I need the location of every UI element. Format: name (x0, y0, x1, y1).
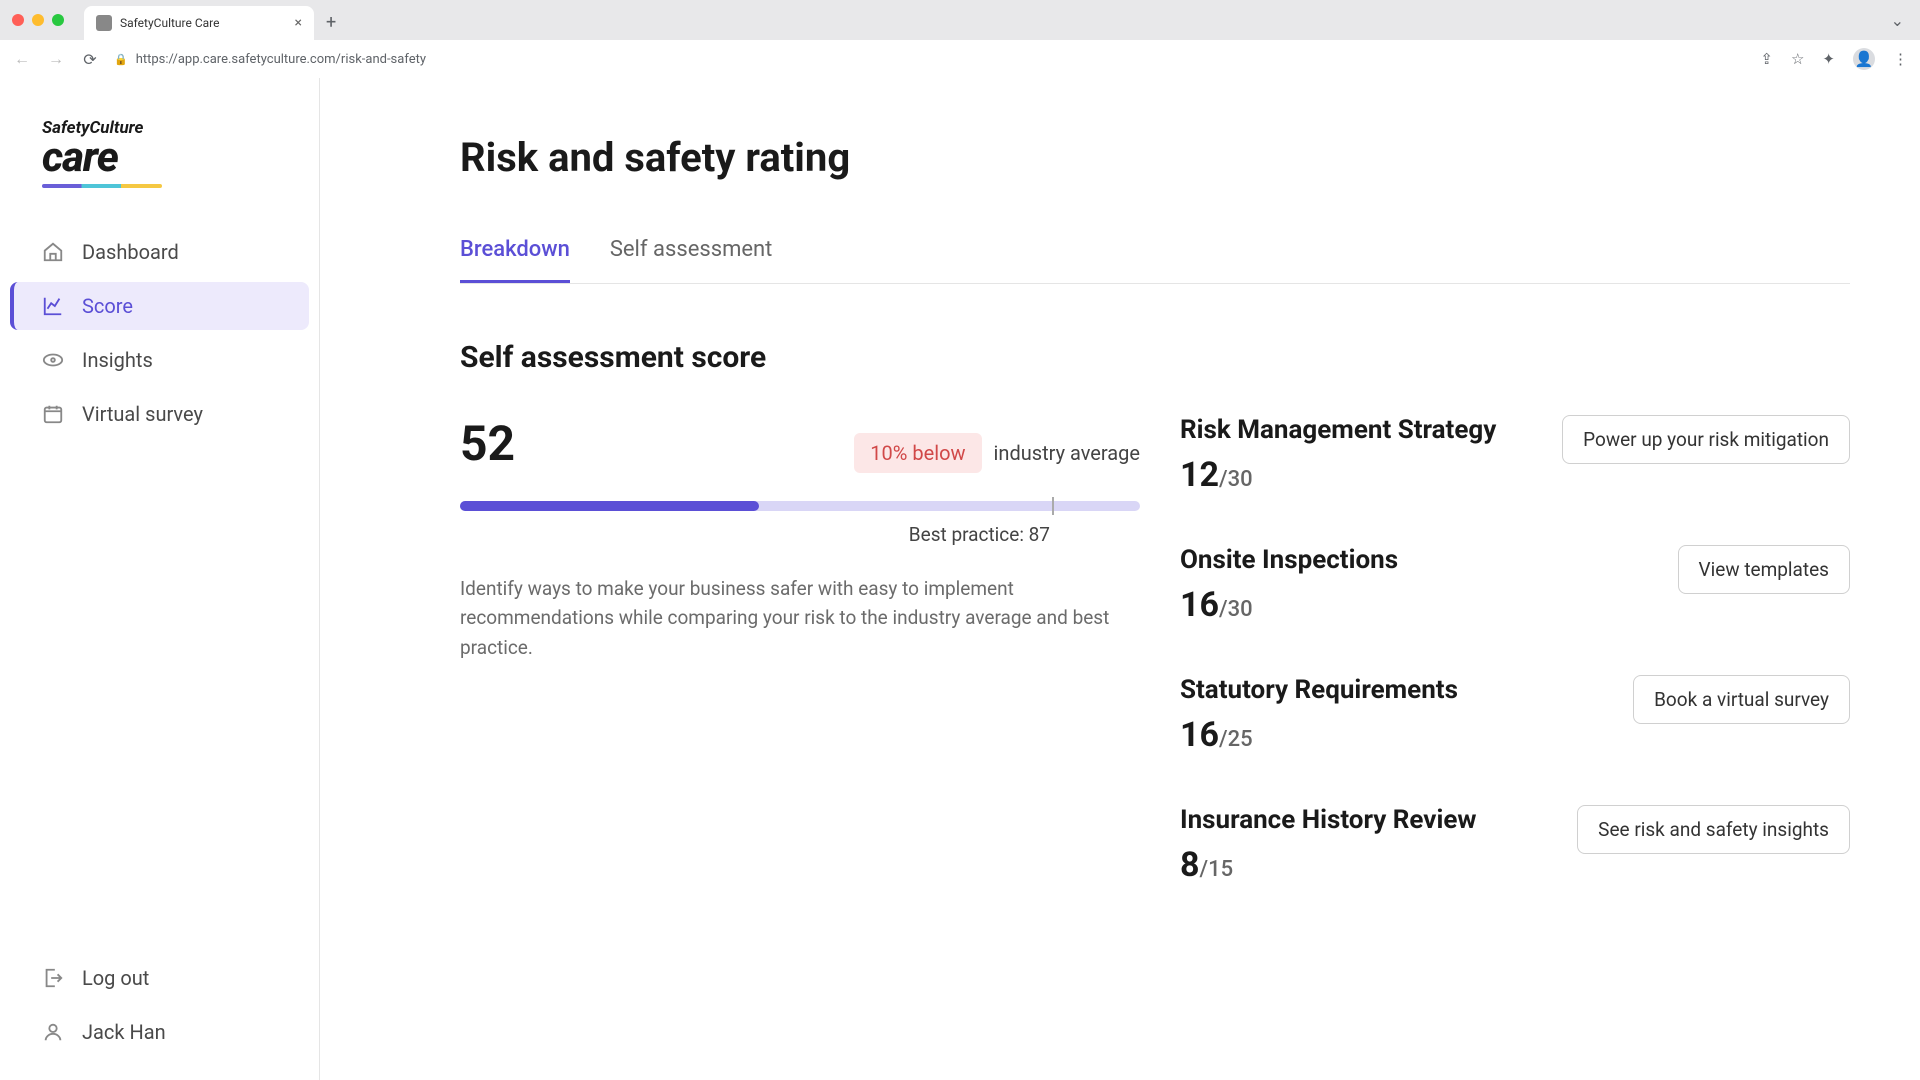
score-value: 52 (460, 415, 515, 472)
chart-icon (42, 295, 64, 317)
new-tab-button[interactable]: + (326, 12, 336, 33)
sidebar-item-label: Insights (82, 348, 153, 372)
sidebar-item-score[interactable]: Score (10, 282, 309, 330)
categories: Risk Management Strategy 12/30 Power up … (1180, 415, 1850, 885)
nav-forward-icon[interactable]: → (46, 49, 66, 69)
score-block: 52 10% below industry average Best pract… (460, 415, 1140, 885)
below-badge: 10% below (854, 433, 981, 473)
best-practice-row: Best practice: 87 (460, 523, 1140, 546)
sidebar-item-dashboard[interactable]: Dashboard (10, 228, 309, 276)
app: SafetyCulture care Dashboard Score (0, 78, 1920, 1080)
kebab-menu-icon[interactable]: ⋮ (1893, 50, 1908, 68)
window-maximize-icon[interactable] (52, 14, 64, 26)
best-practice-marker (1052, 497, 1054, 515)
industry-avg-label: industry average (994, 441, 1140, 465)
logo-underline (42, 184, 162, 188)
sidebar-item-label: Virtual survey (82, 402, 203, 426)
category-max: /15 (1200, 857, 1234, 882)
category-score-row: 16/30 (1180, 585, 1398, 625)
category-info: Risk Management Strategy 12/30 (1180, 415, 1496, 495)
sidebar-item-label: Score (82, 294, 133, 318)
category-risk-management: Risk Management Strategy 12/30 Power up … (1180, 415, 1850, 495)
toolbar-icons: ⇪ ☆ ✦ 👤 ⋮ (1760, 48, 1908, 70)
lock-icon: 🔒 (114, 53, 128, 66)
category-max: /30 (1219, 597, 1253, 622)
eye-icon (42, 349, 64, 371)
score-description: Identify ways to make your business safe… (460, 574, 1140, 662)
favicon-icon (96, 15, 112, 31)
book-survey-button[interactable]: Book a virtual survey (1633, 675, 1850, 724)
extensions-icon[interactable]: ✦ (1822, 50, 1835, 68)
category-score: 16 (1180, 715, 1219, 755)
category-max: /25 (1219, 727, 1253, 752)
progress-fill (460, 501, 759, 511)
nav-list: Dashboard Score Insights Virtual survey (10, 228, 309, 438)
calendar-icon (42, 403, 64, 425)
sidebar-item-label: Dashboard (82, 240, 179, 264)
category-title: Insurance History Review (1180, 805, 1476, 835)
sidebar-item-insights[interactable]: Insights (10, 336, 309, 384)
category-score-row: 12/30 (1180, 455, 1496, 495)
logo: SafetyCulture care (10, 118, 309, 188)
page-title: Risk and safety rating (460, 134, 1850, 181)
nav-reload-icon[interactable]: ⟳ (80, 50, 100, 69)
see-insights-button[interactable]: See risk and safety insights (1577, 805, 1850, 854)
profile-avatar-icon[interactable]: 👤 (1853, 48, 1875, 70)
tab-title: SafetyCulture Care (120, 16, 220, 30)
sidebar-footer: Log out Jack Han (10, 954, 309, 1056)
section-title: Self assessment score (460, 340, 1850, 375)
tab-self-assessment[interactable]: Self assessment (610, 237, 773, 283)
category-info: Insurance History Review 8/15 (1180, 805, 1476, 885)
sidebar: SafetyCulture care Dashboard Score (0, 78, 320, 1080)
tabs: Breakdown Self assessment (460, 237, 1850, 284)
address-bar-row: ← → ⟳ 🔒 https://app.care.safetyculture.c… (0, 40, 1920, 78)
tab-bar: SafetyCulture Care × + ⌄ (0, 0, 1920, 40)
category-score: 8 (1180, 845, 1200, 885)
star-icon[interactable]: ☆ (1791, 50, 1804, 68)
category-title: Statutory Requirements (1180, 675, 1458, 705)
browser-chrome: SafetyCulture Care × + ⌄ ← → ⟳ 🔒 https:/… (0, 0, 1920, 78)
user-profile[interactable]: Jack Han (10, 1008, 309, 1056)
sidebar-item-virtual-survey[interactable]: Virtual survey (10, 390, 309, 438)
tab-dropdown-icon[interactable]: ⌄ (1891, 11, 1904, 30)
nav-back-icon[interactable]: ← (12, 49, 32, 69)
window-close-icon[interactable] (12, 14, 24, 26)
view-templates-button[interactable]: View templates (1678, 545, 1850, 594)
content-row: 52 10% below industry average Best pract… (460, 415, 1850, 885)
browser-tab[interactable]: SafetyCulture Care × (84, 6, 314, 40)
category-score: 12 (1180, 455, 1219, 495)
category-title: Risk Management Strategy (1180, 415, 1496, 445)
power-up-button[interactable]: Power up your risk mitigation (1562, 415, 1850, 464)
category-score: 16 (1180, 585, 1219, 625)
category-score-row: 8/15 (1180, 845, 1476, 885)
category-max: /30 (1219, 467, 1253, 492)
logo-main-text: care (42, 138, 309, 178)
user-name: Jack Han (82, 1020, 166, 1044)
main-content: Risk and safety rating Breakdown Self as… (320, 78, 1920, 1080)
category-title: Onsite Inspections (1180, 545, 1398, 575)
logout-icon (42, 967, 64, 989)
score-header: 52 10% below industry average (460, 415, 1140, 473)
category-info: Onsite Inspections 16/30 (1180, 545, 1398, 625)
category-statutory-requirements: Statutory Requirements 16/25 Book a virt… (1180, 675, 1850, 755)
best-practice-label: Best practice: 87 (909, 523, 1050, 546)
tab-breakdown[interactable]: Breakdown (460, 237, 570, 283)
url-text: https://app.care.safetyculture.com/risk-… (136, 52, 426, 67)
score-meta: 10% below industry average (854, 433, 1140, 473)
logout-button[interactable]: Log out (10, 954, 309, 1002)
user-icon (42, 1021, 64, 1043)
category-onsite-inspections: Onsite Inspections 16/30 View templates (1180, 545, 1850, 625)
category-info: Statutory Requirements 16/25 (1180, 675, 1458, 755)
category-insurance-history: Insurance History Review 8/15 See risk a… (1180, 805, 1850, 885)
address-bar[interactable]: 🔒 https://app.care.safetyculture.com/ris… (114, 52, 1746, 67)
progress-bar (460, 501, 1140, 511)
window-minimize-icon[interactable] (32, 14, 44, 26)
tab-close-icon[interactable]: × (295, 15, 302, 31)
logout-label: Log out (82, 966, 149, 990)
home-icon (42, 241, 64, 263)
traffic-lights (12, 14, 64, 26)
category-score-row: 16/25 (1180, 715, 1458, 755)
share-icon[interactable]: ⇪ (1760, 50, 1773, 68)
